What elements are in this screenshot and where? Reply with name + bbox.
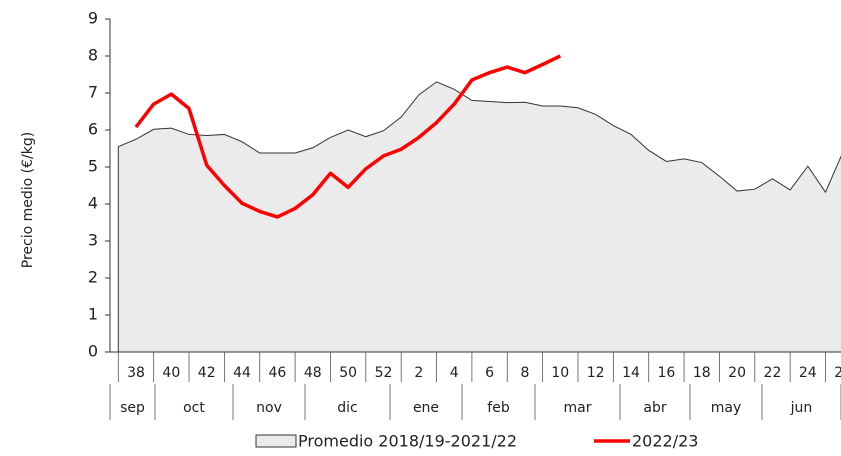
x-tick-label: 26 bbox=[834, 365, 841, 381]
x-tick-label: 20 bbox=[728, 365, 746, 381]
x-tick-label: 6 bbox=[485, 365, 494, 381]
x-tick-label: 38 bbox=[127, 365, 145, 381]
x-tick-label: 44 bbox=[233, 365, 251, 381]
y-tick-label: 5 bbox=[88, 157, 98, 176]
y-axis-label: Precio medio (€/kg) bbox=[20, 132, 36, 268]
area-outline bbox=[117, 81, 841, 352]
month-label: nov bbox=[256, 400, 282, 416]
x-tick-label: 48 bbox=[304, 365, 322, 381]
month-label: dic bbox=[337, 400, 357, 416]
x-tick-label: 22 bbox=[764, 365, 782, 381]
x-tick-label: 14 bbox=[622, 365, 640, 381]
month-label: sep bbox=[120, 400, 145, 416]
y-tick-label: 9 bbox=[88, 9, 98, 28]
month-label: may bbox=[711, 400, 742, 416]
y-tick-label: 4 bbox=[88, 194, 98, 213]
legend-label: Promedio 2018/19-2021/22 bbox=[298, 432, 517, 451]
x-tick-label: 8 bbox=[520, 365, 529, 381]
x-tick-label: 16 bbox=[657, 365, 675, 381]
x-tick-label: 4 bbox=[450, 365, 459, 381]
y-tick-label: 1 bbox=[88, 305, 98, 324]
x-tick-label: 52 bbox=[375, 365, 393, 381]
x-tick-label: 2 bbox=[414, 365, 423, 381]
line bbox=[134, 54, 562, 219]
month-label: abr bbox=[643, 400, 666, 416]
month-label: oct bbox=[183, 400, 205, 416]
month-label: feb bbox=[487, 400, 510, 416]
y-tick-label: 2 bbox=[88, 268, 98, 287]
area bbox=[118, 81, 841, 352]
month-label: ene bbox=[413, 400, 439, 416]
x-tick-label: 24 bbox=[799, 365, 817, 381]
x-tick-label: 50 bbox=[339, 365, 357, 381]
x-tick-label: 12 bbox=[587, 365, 605, 381]
x-tick-label: 42 bbox=[198, 365, 216, 381]
x-tick-label: 40 bbox=[162, 365, 180, 381]
month-label: jun bbox=[790, 400, 813, 416]
x-tick-label: 46 bbox=[269, 365, 287, 381]
legend-swatch bbox=[255, 434, 297, 448]
x-tick-label: 10 bbox=[551, 365, 569, 381]
y-tick-label: 7 bbox=[88, 83, 98, 102]
y-tick-label: 0 bbox=[88, 342, 98, 361]
y-tick-label: 8 bbox=[88, 46, 98, 65]
month-label: mar bbox=[564, 400, 592, 416]
y-tick-label: 6 bbox=[88, 120, 98, 139]
y-tick-label: 3 bbox=[88, 231, 98, 250]
legend-label: 2022/23 bbox=[632, 432, 698, 451]
x-tick-label: 18 bbox=[693, 365, 711, 381]
